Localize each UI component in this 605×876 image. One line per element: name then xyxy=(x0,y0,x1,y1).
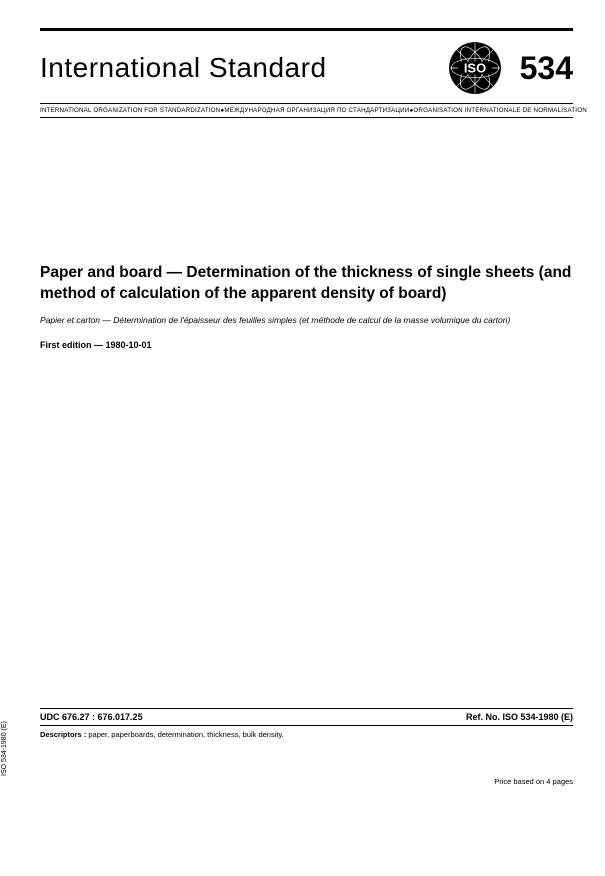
top-rule-thick xyxy=(40,28,573,31)
descriptors-value: paper, paperboards, determination, thick… xyxy=(86,730,283,739)
header-rule-1 xyxy=(40,103,573,104)
header-number: 534 xyxy=(520,50,573,87)
price-line: Price based on 4 pages xyxy=(40,777,573,786)
footer-rule-bottom xyxy=(40,725,573,726)
organization-line: INTERNATIONAL ORGANIZATION FOR STANDARDI… xyxy=(40,107,573,114)
document-title-english: Paper and board — Determination of the t… xyxy=(40,263,573,305)
header-row: International Standard ISO 534 xyxy=(40,41,573,95)
descriptors-label: Descriptors : xyxy=(40,730,86,739)
svg-text:ISO: ISO xyxy=(463,60,485,75)
iso-logo-icon: ISO xyxy=(448,41,502,95)
footer-reference-row: UDC 676.27 : 676.017.25 Ref. No. ISO 534… xyxy=(40,712,573,722)
edition-line: First edition — 1980-10-01 xyxy=(40,340,573,350)
descriptors-line: Descriptors : paper, paperboards, determ… xyxy=(40,730,573,739)
header-title: International Standard xyxy=(40,52,327,84)
spine-text: ISO 534-1980 (E) xyxy=(1,721,8,776)
ref-number: Ref. No. ISO 534-1980 (E) xyxy=(466,712,573,722)
udc-code: UDC 676.27 : 676.017.25 xyxy=(40,712,143,722)
header-right: ISO 534 xyxy=(448,41,573,95)
document-title-french: Papier et carton — Détermination de l'ép… xyxy=(40,315,573,326)
footer-rule-top xyxy=(40,708,573,709)
